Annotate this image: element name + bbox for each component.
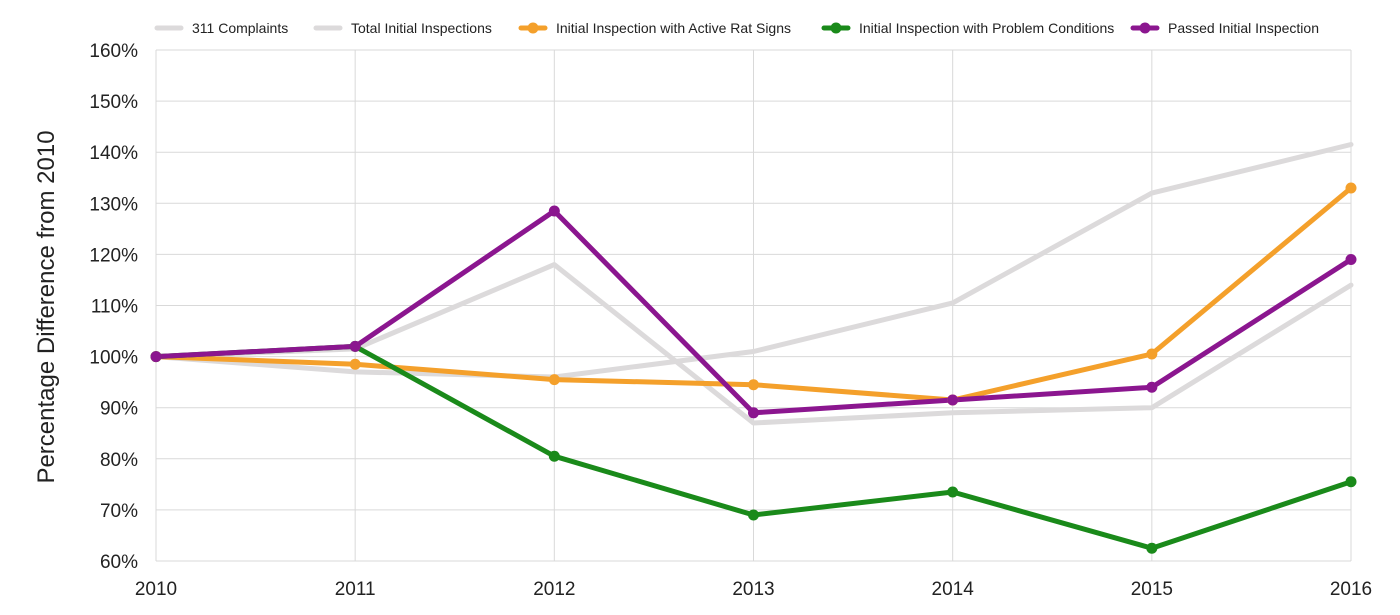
- y-tick-label: 100%: [89, 348, 138, 369]
- x-tick-label: 2012: [533, 579, 575, 600]
- y-tick-label: 110%: [91, 297, 138, 318]
- y-tick-label: 90%: [100, 399, 138, 420]
- y-tick-label: 120%: [89, 245, 138, 266]
- data-point: [1345, 476, 1357, 488]
- x-tick-label: 2011: [335, 579, 376, 600]
- data-point: [548, 450, 560, 462]
- y-tick-label: 60%: [100, 552, 138, 573]
- legend-marker: [830, 22, 842, 34]
- legend: 311 Complaints Total Initial Inspections I…: [154, 20, 1319, 36]
- data-point: [1146, 542, 1158, 554]
- gridlines: [155, 49, 1352, 562]
- series-line-1: [153, 142, 1354, 380]
- data-point: [947, 486, 959, 498]
- data-point: [349, 358, 361, 370]
- legend-label: Passed Initial Inspection: [1168, 20, 1319, 36]
- x-tick-label: 2013: [732, 579, 774, 600]
- data-point: [748, 509, 759, 521]
- data-point: [1146, 381, 1158, 393]
- x-tick-label: 2014: [932, 579, 975, 600]
- x-tick-label: 2015: [1131, 579, 1173, 600]
- axes: 60% 70% 80% 90% 100% 110% 120% 130% 140% 150% 160%…: [89, 41, 1372, 600]
- data-point: [548, 205, 560, 217]
- data-point: [1345, 254, 1357, 266]
- y-tick-label: 80%: [100, 450, 138, 471]
- legend-marker: [1139, 22, 1151, 34]
- x-tick-label: 2016: [1330, 579, 1372, 600]
- y-axis-title: Percentage Difference from 2010: [33, 130, 60, 483]
- legend-label: Initial Inspection with Problem Conditio…: [859, 20, 1114, 36]
- data-point: [947, 394, 959, 406]
- legend-label: Initial Inspection with Active Rat Signs: [556, 20, 791, 36]
- y-tick-label: 70%: [100, 501, 138, 522]
- data-point: [349, 340, 361, 352]
- y-tick-label: 140%: [89, 143, 138, 164]
- y-tick-label: 160%: [89, 41, 138, 62]
- data-point: [1146, 348, 1158, 360]
- y-tick-label: 150%: [89, 92, 138, 113]
- data-point: [548, 374, 560, 386]
- data-point: [748, 407, 759, 419]
- legend-marker: [527, 22, 539, 34]
- y-tick-label: 130%: [89, 194, 138, 215]
- legend-label: 311 Complaints: [192, 20, 288, 36]
- legend-label: Total Initial Inspections: [351, 20, 492, 36]
- data-point: [150, 351, 162, 363]
- data-point: [1345, 182, 1357, 194]
- data-point: [748, 379, 759, 391]
- series-markers: [150, 182, 1357, 554]
- x-tick-label: 2010: [135, 579, 177, 600]
